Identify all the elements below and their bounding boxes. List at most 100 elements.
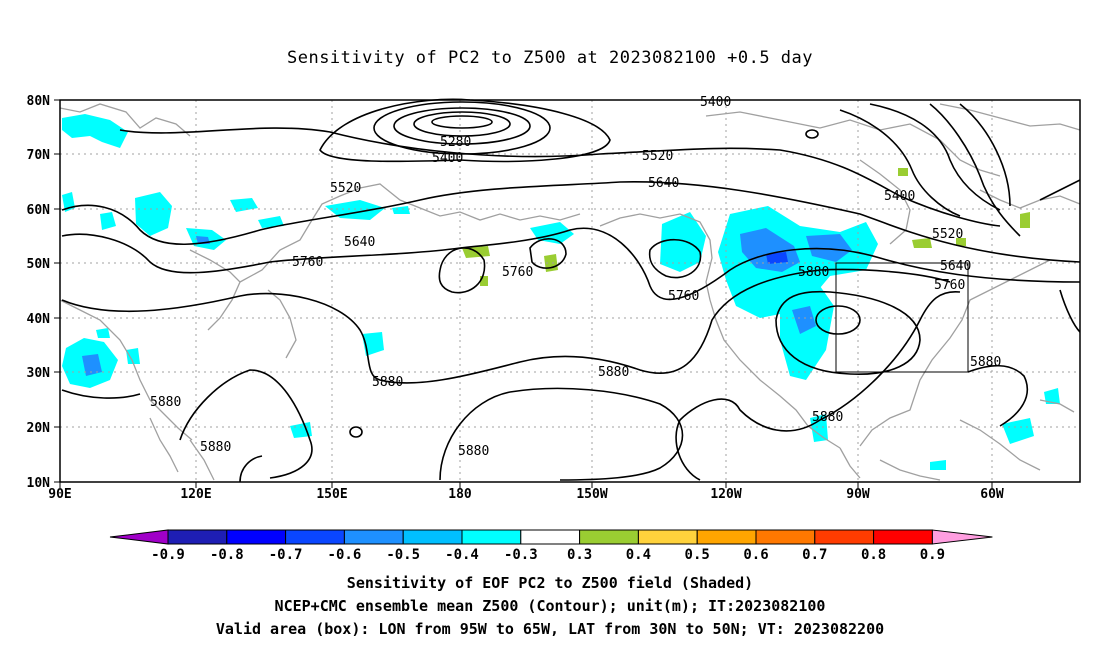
map-frame xyxy=(59,99,1081,483)
grid-lines xyxy=(60,100,1080,482)
lat-label: 50N xyxy=(27,257,51,272)
shade-cyan xyxy=(1002,418,1034,444)
contour-label: 5880 xyxy=(150,395,181,410)
contour-label: 5760 xyxy=(292,255,323,270)
colorbar-swatch xyxy=(873,529,933,545)
contour-5760-loop xyxy=(438,247,486,294)
contour-5640 xyxy=(61,181,1081,263)
contour-low-center xyxy=(431,115,493,129)
lon-label: 90E xyxy=(48,487,71,502)
axis-ticks xyxy=(54,99,993,488)
colorbar-label: 0.7 xyxy=(802,547,827,563)
contour-5880 xyxy=(675,291,961,481)
lat-label: 30N xyxy=(27,366,51,381)
colorbar-label: 0.9 xyxy=(920,547,945,563)
coastline xyxy=(59,103,191,137)
shade-cyan xyxy=(230,198,258,212)
contour-label: 5880 xyxy=(812,410,843,425)
sensitivity-shading xyxy=(62,114,1060,470)
shade-cyan xyxy=(100,212,116,230)
lat-label: 10N xyxy=(27,476,51,491)
valid-area-box xyxy=(835,262,969,373)
contour-small-loop xyxy=(805,129,819,139)
shade-green xyxy=(1020,212,1030,228)
contour-5760-loop xyxy=(648,239,702,279)
shade-cyan xyxy=(62,114,128,148)
shade-darkblue xyxy=(766,252,788,264)
contour-5880 xyxy=(967,364,1029,427)
contour-5520 xyxy=(119,127,1001,227)
z500-contours xyxy=(61,98,1081,483)
lat-labels: 80N 70N 60N 50N 40N 30N 20N 10N xyxy=(27,94,51,491)
colorbar-label: 0.3 xyxy=(567,547,592,563)
shade-green xyxy=(898,168,908,176)
colorbar-label: 0.8 xyxy=(861,547,886,563)
coastline xyxy=(879,459,941,481)
colorbar-label: -0.9 xyxy=(151,547,185,563)
shade-green xyxy=(912,238,932,248)
contour-5880 xyxy=(1059,289,1081,333)
colorbar-swatch xyxy=(696,529,757,545)
lon-labels: 90E 120E 150E 180 150W 120W 90W 60W xyxy=(48,487,1004,502)
coastline xyxy=(1039,399,1075,413)
colorbar-swatch xyxy=(814,529,875,545)
shade-cyan xyxy=(96,328,110,338)
contour-5400 xyxy=(869,103,1001,211)
contour-label: 5760 xyxy=(502,265,533,280)
colorbar: -0.9 -0.8 -0.7 -0.6 -0.5 -0.4 -0.3 0.3 0.4 0.5 0.6… xyxy=(109,529,993,563)
colorbar-swatch xyxy=(637,529,698,545)
contour-5400 xyxy=(319,98,611,163)
contour-label: 5760 xyxy=(934,278,965,293)
lat-label: 40N xyxy=(27,312,51,327)
shade-cyan xyxy=(660,212,706,272)
contour-label: 5640 xyxy=(940,259,971,274)
contour-label: 5880 xyxy=(458,444,489,459)
coastline xyxy=(705,111,1001,177)
footer-line-2: NCEP+CMC ensemble mean Z500 (Contour); u… xyxy=(274,597,826,615)
contour-label: 5640 xyxy=(344,235,375,250)
colorbar-label: 0.4 xyxy=(626,547,651,563)
contour-label: 5520 xyxy=(932,227,963,242)
shade-cyan xyxy=(126,348,140,364)
contour-label: 5880 xyxy=(970,355,1001,370)
colorbar-swatch xyxy=(402,529,463,545)
coastline xyxy=(939,103,1081,131)
contour-label: 5880 xyxy=(200,440,231,455)
colorbar-swatch xyxy=(579,529,639,545)
contour-5880 xyxy=(61,268,951,384)
contour-label: 5280 xyxy=(440,135,471,150)
contour-labels: 5400 5280 5400 5520 5520 5640 5640 5760 … xyxy=(150,95,1001,459)
colorbar-swatch xyxy=(755,529,816,545)
coastline xyxy=(189,249,241,331)
contour-label: 5400 xyxy=(700,95,731,110)
footer-line-1: Sensitivity of EOF PC2 to Z500 field (Sh… xyxy=(346,574,754,592)
shade-cyan xyxy=(1044,388,1060,404)
contour-5880 xyxy=(61,389,141,399)
colorbar-right-triangle xyxy=(931,529,993,545)
colorbar-label: -0.4 xyxy=(445,547,479,563)
contour-label: 5760 xyxy=(668,289,699,304)
lat-label: 20N xyxy=(27,421,51,436)
lat-label: 80N xyxy=(27,94,51,109)
contour-label: 5880 xyxy=(372,375,403,390)
coastlines xyxy=(59,103,1081,481)
lon-label: 150E xyxy=(316,487,347,502)
colorbar-swatch xyxy=(285,529,345,545)
contour-low xyxy=(413,111,511,137)
shade-cyan xyxy=(135,192,172,236)
contour-label: 5880 xyxy=(598,365,629,380)
coastline xyxy=(599,213,841,449)
shade-cyan xyxy=(530,222,574,244)
coastline xyxy=(979,189,1081,209)
footer-line-3: Valid area (box): LON from 95W to 65W, L… xyxy=(215,620,885,638)
colorbar-swatch xyxy=(520,529,581,545)
colorbar-swatch xyxy=(461,529,522,545)
shade-cyan xyxy=(810,414,828,442)
contour-low xyxy=(393,107,531,145)
colorbar-left-triangle xyxy=(109,529,169,545)
shade-blue xyxy=(82,354,102,376)
colorbar-swatch xyxy=(343,529,404,545)
colorbar-label: -0.7 xyxy=(269,547,303,563)
contour-label: 5880 xyxy=(798,265,829,280)
